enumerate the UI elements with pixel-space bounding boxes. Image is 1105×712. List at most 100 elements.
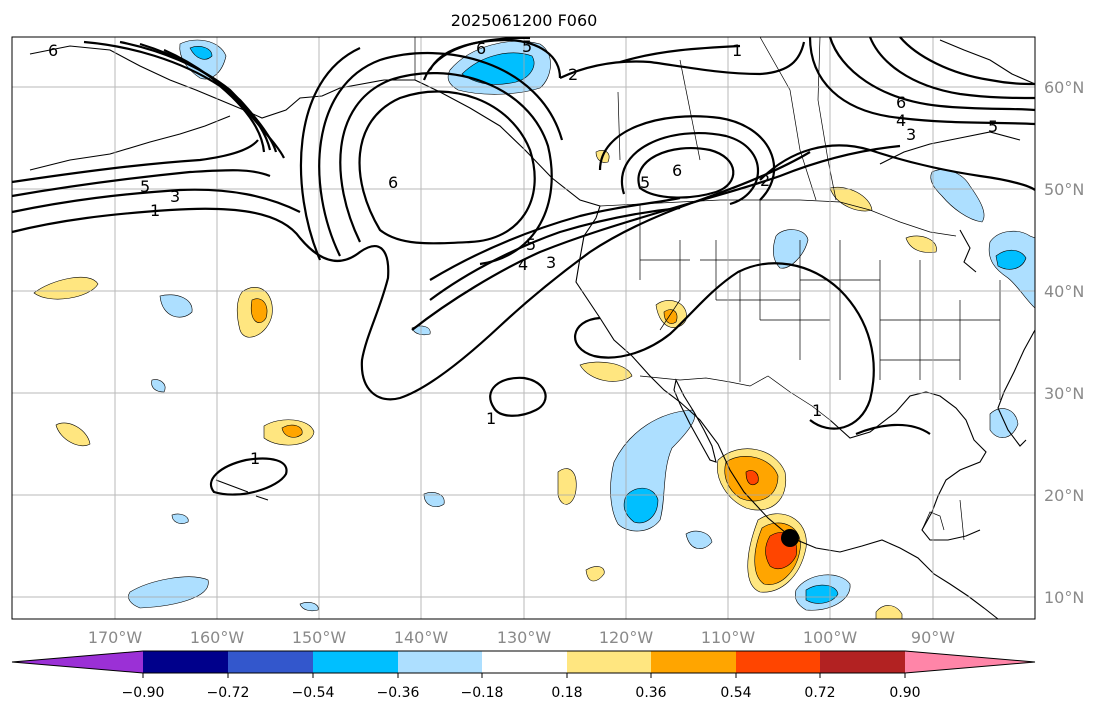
contour-label: 1 xyxy=(812,401,822,420)
fill-positive xyxy=(281,424,303,438)
contour-label: 6 xyxy=(48,41,58,60)
lat-label: 50°N xyxy=(1044,180,1084,199)
latitude-labels: 60°N 50°N 40°N 30°N 20°N 10°N xyxy=(1044,78,1084,607)
colorbar-tick-label: −0.72 xyxy=(207,685,250,701)
state-lines-west xyxy=(639,200,1001,400)
fill-positive xyxy=(33,276,99,300)
contour-label: 6 xyxy=(896,93,906,112)
contour-line xyxy=(299,47,361,261)
border-central-america xyxy=(921,499,965,541)
contour-label: 3 xyxy=(546,253,556,272)
storm-marker xyxy=(781,529,799,547)
fill-positive xyxy=(250,298,268,323)
contour-line xyxy=(620,131,760,206)
contour-line xyxy=(828,36,1036,112)
contour-label: 3 xyxy=(906,125,916,144)
contour-label: 6 xyxy=(388,173,398,192)
contour-label: 1 xyxy=(250,449,260,468)
fill-negative xyxy=(189,46,213,60)
fill-positive xyxy=(829,186,873,212)
border-us-canada xyxy=(599,199,957,237)
colorbar-tick-label: −0.90 xyxy=(122,685,165,701)
coastline-east xyxy=(997,329,1036,447)
coastline-aleutians xyxy=(29,115,231,171)
lon-label: 150°W xyxy=(292,628,347,647)
colorbar-segment xyxy=(482,651,567,673)
shaded-fields xyxy=(33,39,1036,620)
map-panel: 6 5 3 1 6 5 4 3 6 5 2 1 5 6 2 6 4 3 5 1 … xyxy=(11,36,1036,620)
contour-line xyxy=(11,139,259,184)
fill-positive xyxy=(905,235,937,253)
colorbar-tick-label: −0.18 xyxy=(461,685,504,701)
colorbar: −0.90 −0.72 −0.54 −0.36 −0.18 0.18 0.36 … xyxy=(11,650,1036,701)
lon-label: 160°W xyxy=(190,628,245,647)
colorbar-tick-labels: −0.90 −0.72 −0.54 −0.36 −0.18 0.18 0.36 … xyxy=(122,685,921,701)
fill-negative xyxy=(423,492,445,507)
fill-negative xyxy=(989,408,1019,438)
contour-line xyxy=(855,423,931,436)
lon-label: 170°W xyxy=(88,628,143,647)
fill-negative xyxy=(171,513,189,524)
fill-positive xyxy=(585,566,605,582)
contour-line xyxy=(11,188,301,214)
colorbar-segment xyxy=(143,651,228,673)
lon-label: 100°W xyxy=(803,628,858,647)
lon-label: 120°W xyxy=(599,628,654,647)
fill-positive xyxy=(745,470,759,485)
colorbar-segment xyxy=(651,651,736,673)
contour-line xyxy=(358,90,536,245)
contour-line xyxy=(637,147,735,199)
colorbar-tick-label: 0.72 xyxy=(804,685,835,701)
contour-label: 4 xyxy=(518,255,528,274)
contour-line xyxy=(899,36,1036,86)
contour-line xyxy=(808,36,1036,126)
contour-line xyxy=(619,44,741,64)
fill-positive xyxy=(663,309,678,324)
fill-negative xyxy=(151,379,166,393)
contour-line xyxy=(429,196,681,281)
contour-line xyxy=(429,206,681,301)
contour-line xyxy=(163,48,285,159)
lon-label: 130°W xyxy=(497,628,552,647)
contour-line xyxy=(489,376,547,417)
contour-label: 5 xyxy=(640,173,650,192)
contour-labels: 6 5 3 1 6 5 4 3 6 5 2 1 5 6 2 6 4 3 5 1 … xyxy=(48,37,998,468)
contour-line xyxy=(83,40,266,153)
coastline-gulf xyxy=(829,391,987,541)
fill-positive xyxy=(875,605,903,620)
contour-line xyxy=(11,169,271,198)
colorbar-segment xyxy=(567,651,651,673)
lon-label: 90°W xyxy=(911,628,955,647)
contour-label: 1 xyxy=(486,409,496,428)
fill-negative xyxy=(299,602,319,612)
colorbar-tick-label: −0.54 xyxy=(292,685,335,701)
contour-line xyxy=(574,262,875,430)
contour-label: 5 xyxy=(988,117,998,136)
fill-negative xyxy=(773,229,809,269)
contour-line xyxy=(559,41,806,79)
coastline-north-america xyxy=(414,79,999,620)
colorbar-extend-high xyxy=(905,651,1035,673)
colorbar-segment xyxy=(398,651,482,673)
lat-label: 10°N xyxy=(1044,588,1084,607)
lat-label: 60°N xyxy=(1044,78,1084,97)
lat-label: 30°N xyxy=(1044,384,1084,403)
colorbar-extend-low xyxy=(12,651,143,673)
colorbar-tick-label: 0.36 xyxy=(635,685,666,701)
contour-line xyxy=(318,51,564,257)
contour-label: 4 xyxy=(896,111,906,130)
lon-label: 110°W xyxy=(701,628,756,647)
coastline-hawaii xyxy=(215,479,269,501)
contour-label: 2 xyxy=(760,171,770,190)
fill-negative xyxy=(685,530,713,549)
contour-line xyxy=(411,144,901,331)
colorbar-tick-label: 0.54 xyxy=(720,685,751,701)
contour-line xyxy=(868,36,1036,100)
colorbar-tick-label: 0.18 xyxy=(551,685,582,701)
fill-negative xyxy=(128,576,209,609)
contour-label: 1 xyxy=(732,41,742,60)
colorbar-segment xyxy=(736,651,820,673)
fill-positive xyxy=(557,468,577,505)
contour-label: 5 xyxy=(140,177,150,196)
colorbar-ticks xyxy=(142,673,906,678)
